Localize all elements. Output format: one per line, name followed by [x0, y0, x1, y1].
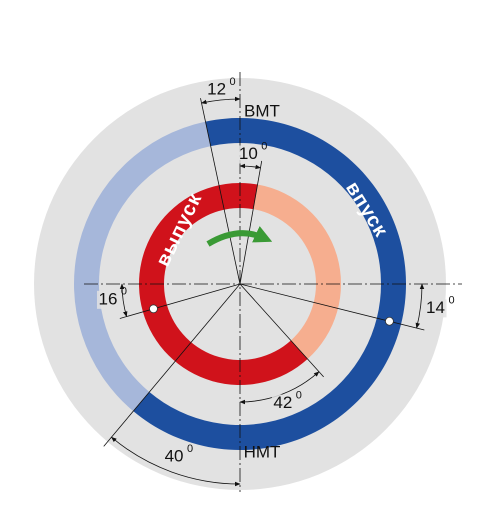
radial-line: [119, 283, 241, 319]
dimension-arc: [111, 436, 241, 487]
angle-label: 12: [207, 80, 226, 99]
angle-label: 40: [165, 446, 184, 465]
radial-line: [103, 283, 241, 447]
angle-label: 42: [273, 393, 292, 412]
degree-sign: 0: [230, 76, 236, 88]
exhaust-closed: [253, 184, 341, 360]
degree-sign: 0: [448, 294, 454, 306]
degree-sign: 0: [187, 443, 193, 455]
label-bg: [96, 290, 119, 309]
degree-sign: 0: [296, 389, 302, 401]
intake-closed: [74, 121, 211, 412]
tdc-label: ВМТ: [244, 101, 280, 120]
dimension-arc: [119, 283, 128, 318]
intake-phase: [133, 117, 407, 450]
radial-line: [200, 98, 241, 285]
exhaust-phase: [138, 183, 308, 385]
angle-label: 16: [99, 289, 118, 308]
degree-sign: 0: [261, 140, 267, 152]
dimension-arc: [239, 163, 262, 170]
dimension-arc: [200, 96, 241, 105]
angle-label: 10: [239, 144, 258, 163]
radial-line: [239, 160, 263, 285]
rings: [74, 117, 407, 450]
rotation-arrow: [206, 226, 273, 247]
dimension-arc: [239, 371, 320, 405]
annotations: 12 010 042 040 016 014 0: [96, 76, 455, 487]
dimension-arc: [415, 283, 425, 329]
label-bg: [205, 81, 228, 100]
marker-dot: [385, 316, 394, 326]
angle-label: 14: [426, 298, 445, 317]
bdc-label: НМТ: [244, 442, 281, 461]
label-bg: [271, 394, 294, 413]
label-bg: [424, 299, 447, 318]
label-bg: [163, 447, 186, 466]
marker-dot: [149, 304, 158, 314]
radial-line: [239, 283, 324, 378]
degree-sign: 0: [121, 286, 127, 298]
label-bg: [237, 145, 260, 164]
